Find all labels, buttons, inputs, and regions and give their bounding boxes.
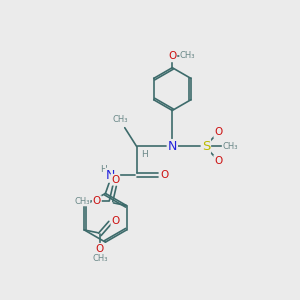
Text: CH₃: CH₃ [74, 196, 90, 206]
Text: O: O [96, 244, 104, 254]
Text: CH₃: CH₃ [92, 254, 107, 263]
Text: H: H [100, 165, 107, 174]
Text: CH₃: CH₃ [112, 115, 128, 124]
Text: O: O [214, 127, 223, 137]
Text: O: O [111, 216, 120, 226]
Text: O: O [168, 51, 176, 62]
Text: O: O [111, 175, 119, 185]
Text: CH₃: CH₃ [223, 142, 238, 151]
Text: S: S [202, 140, 210, 153]
Text: O: O [214, 156, 223, 166]
Text: N: N [168, 140, 177, 153]
Text: O: O [160, 170, 168, 180]
Text: N: N [106, 169, 116, 182]
Text: H: H [141, 150, 148, 159]
Text: CH₃: CH₃ [180, 51, 196, 60]
Text: O: O [93, 196, 101, 206]
